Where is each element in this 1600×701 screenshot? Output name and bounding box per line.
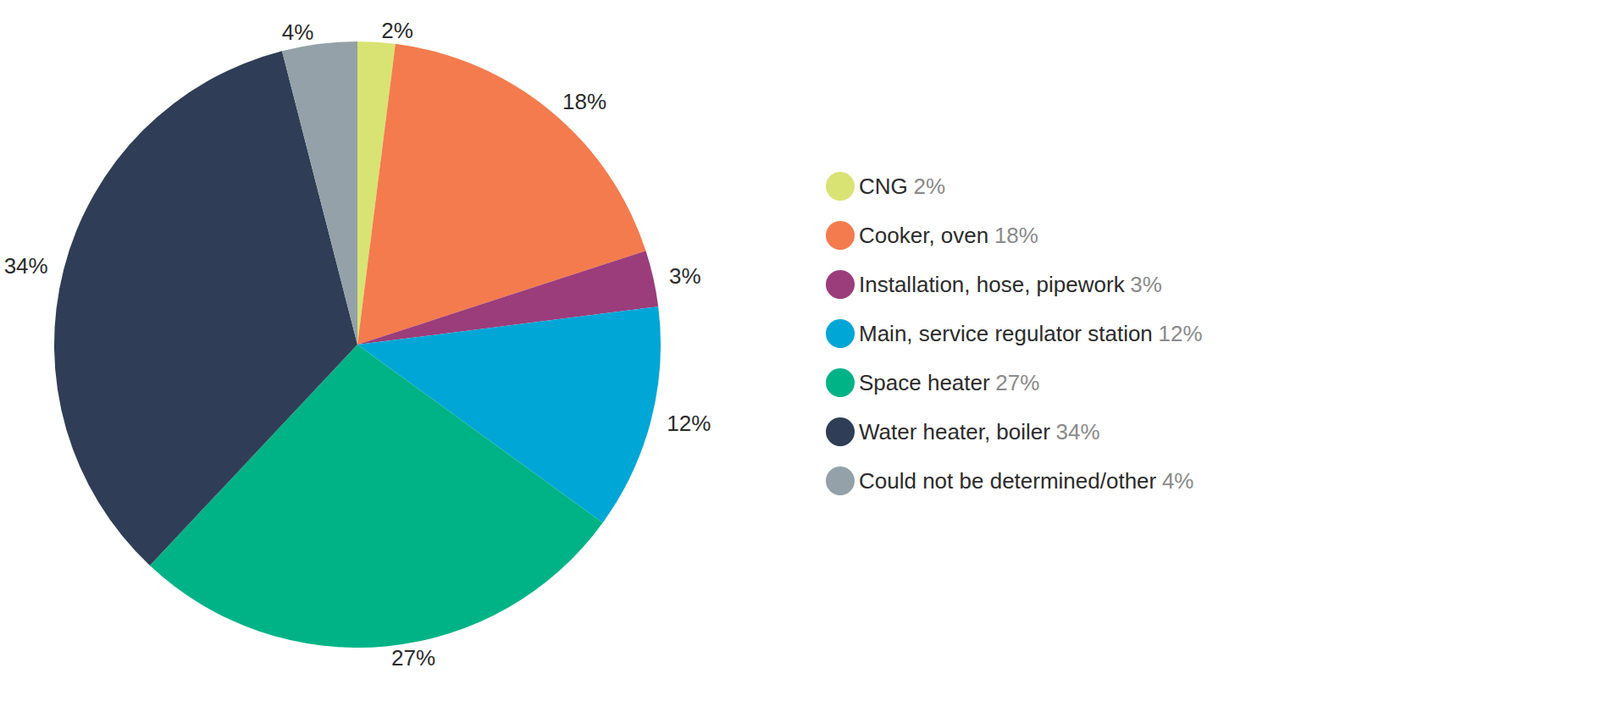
svg-text:3%: 3% (669, 263, 702, 289)
svg-text:Installation, hose, pipework: Installation, hose, pipework (858, 271, 1126, 298)
svg-text:Cooker, oven: Cooker, oven (858, 222, 989, 249)
svg-text:12%: 12% (666, 410, 711, 437)
svg-text:27%: 27% (391, 645, 436, 671)
svg-text:Water heater, boiler: Water heater, boiler (858, 419, 1051, 445)
svg-text:34%: 34% (4, 253, 49, 279)
svg-text:Could not be determined/other: Could not be determined/other (858, 468, 1158, 494)
svg-text:18%: 18% (994, 222, 1039, 249)
svg-text:2%: 2% (913, 173, 946, 200)
svg-text:12%: 12% (1157, 321, 1202, 347)
svg-text:4%: 4% (1162, 468, 1195, 494)
svg-text:4%: 4% (282, 19, 315, 45)
svg-text:Main, service regulator statio: Main, service regulator station (858, 321, 1153, 347)
svg-text:27%: 27% (995, 370, 1040, 396)
svg-text:2%: 2% (381, 17, 414, 44)
svg-text:18%: 18% (562, 88, 607, 115)
svg-text:CNG: CNG (858, 173, 908, 200)
svg-text:Space heater: Space heater (858, 370, 991, 396)
svg-text:3%: 3% (1129, 271, 1163, 298)
svg-text:34%: 34% (1056, 419, 1101, 445)
